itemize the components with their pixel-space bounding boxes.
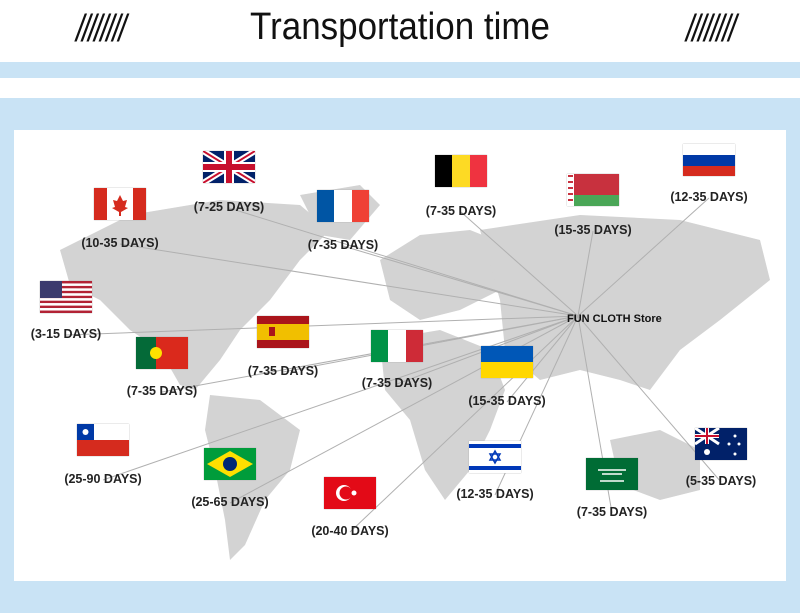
delivery-time-label: (7-35 DAYS) [361, 376, 433, 390]
delivery-time-label: (20-40 DAYS) [311, 524, 389, 538]
store-label: FUN CLOTH Store [567, 313, 662, 325]
israel-flag-icon [469, 441, 521, 473]
turkey-flag-icon [324, 477, 376, 509]
delivery-time-label: (7-35 DAYS) [126, 384, 198, 398]
usa-flag-icon [40, 281, 92, 313]
left-decoration: //////// [76, 8, 127, 50]
route-line [577, 230, 594, 317]
delivery-time-label: (3-15 DAYS) [30, 327, 102, 341]
france-flag-icon [317, 190, 369, 222]
route-line [161, 315, 579, 393]
header: //////// Transportation time //////// [0, 0, 800, 62]
delivery-time-label: (7-35 DAYS) [576, 505, 648, 519]
delivery-time-label: (25-90 DAYS) [64, 472, 142, 486]
belarus-flag-icon [567, 174, 619, 206]
italy-flag-icon [371, 330, 423, 362]
map-panel: (7-25 DAYS) (10-35 DAYS) (7-35 DAYS) (7-35 … [14, 130, 786, 581]
uk-flag-icon [203, 151, 255, 183]
spain-flag-icon [257, 316, 309, 348]
route-line [65, 315, 579, 336]
brazil-flag-icon [204, 448, 256, 480]
australia-flag-icon [695, 428, 747, 460]
ukraine-flag-icon [481, 346, 533, 378]
north-america [60, 200, 330, 390]
chile-flag-icon [77, 424, 129, 456]
delivery-time-label: (25-65 DAYS) [191, 495, 269, 509]
route-line [102, 315, 579, 481]
delivery-time-label: (15-35 DAYS) [468, 394, 546, 408]
route-line [349, 315, 579, 533]
route-line [460, 211, 579, 317]
route-line [228, 207, 579, 317]
route-line [342, 245, 579, 317]
route-line [577, 197, 710, 317]
route-line [119, 243, 579, 317]
delivery-time-label: (7-35 DAYS) [307, 238, 379, 252]
europe [380, 230, 520, 320]
saudi-arabia-flag-icon [586, 458, 638, 490]
delivery-time-label: (10-35 DAYS) [81, 236, 159, 250]
canada-flag-icon [94, 188, 146, 220]
page-title: Transportation time [250, 6, 550, 48]
portugal-flag-icon [136, 337, 188, 369]
divider-band [0, 62, 800, 78]
delivery-time-label: (12-35 DAYS) [456, 487, 534, 501]
belgium-flag-icon [435, 155, 487, 187]
delivery-time-label: (15-35 DAYS) [554, 223, 632, 237]
right-decoration: //////// [686, 8, 737, 50]
delivery-time-label: (12-35 DAYS) [670, 190, 748, 204]
delivery-time-label: (7-35 DAYS) [425, 204, 497, 218]
russia-flag-icon [683, 144, 735, 176]
delivery-time-label: (7-35 DAYS) [247, 364, 319, 378]
route-line [506, 315, 579, 403]
delivery-time-label: (7-25 DAYS) [193, 200, 265, 214]
delivery-time-label: (5-35 DAYS) [685, 474, 757, 488]
